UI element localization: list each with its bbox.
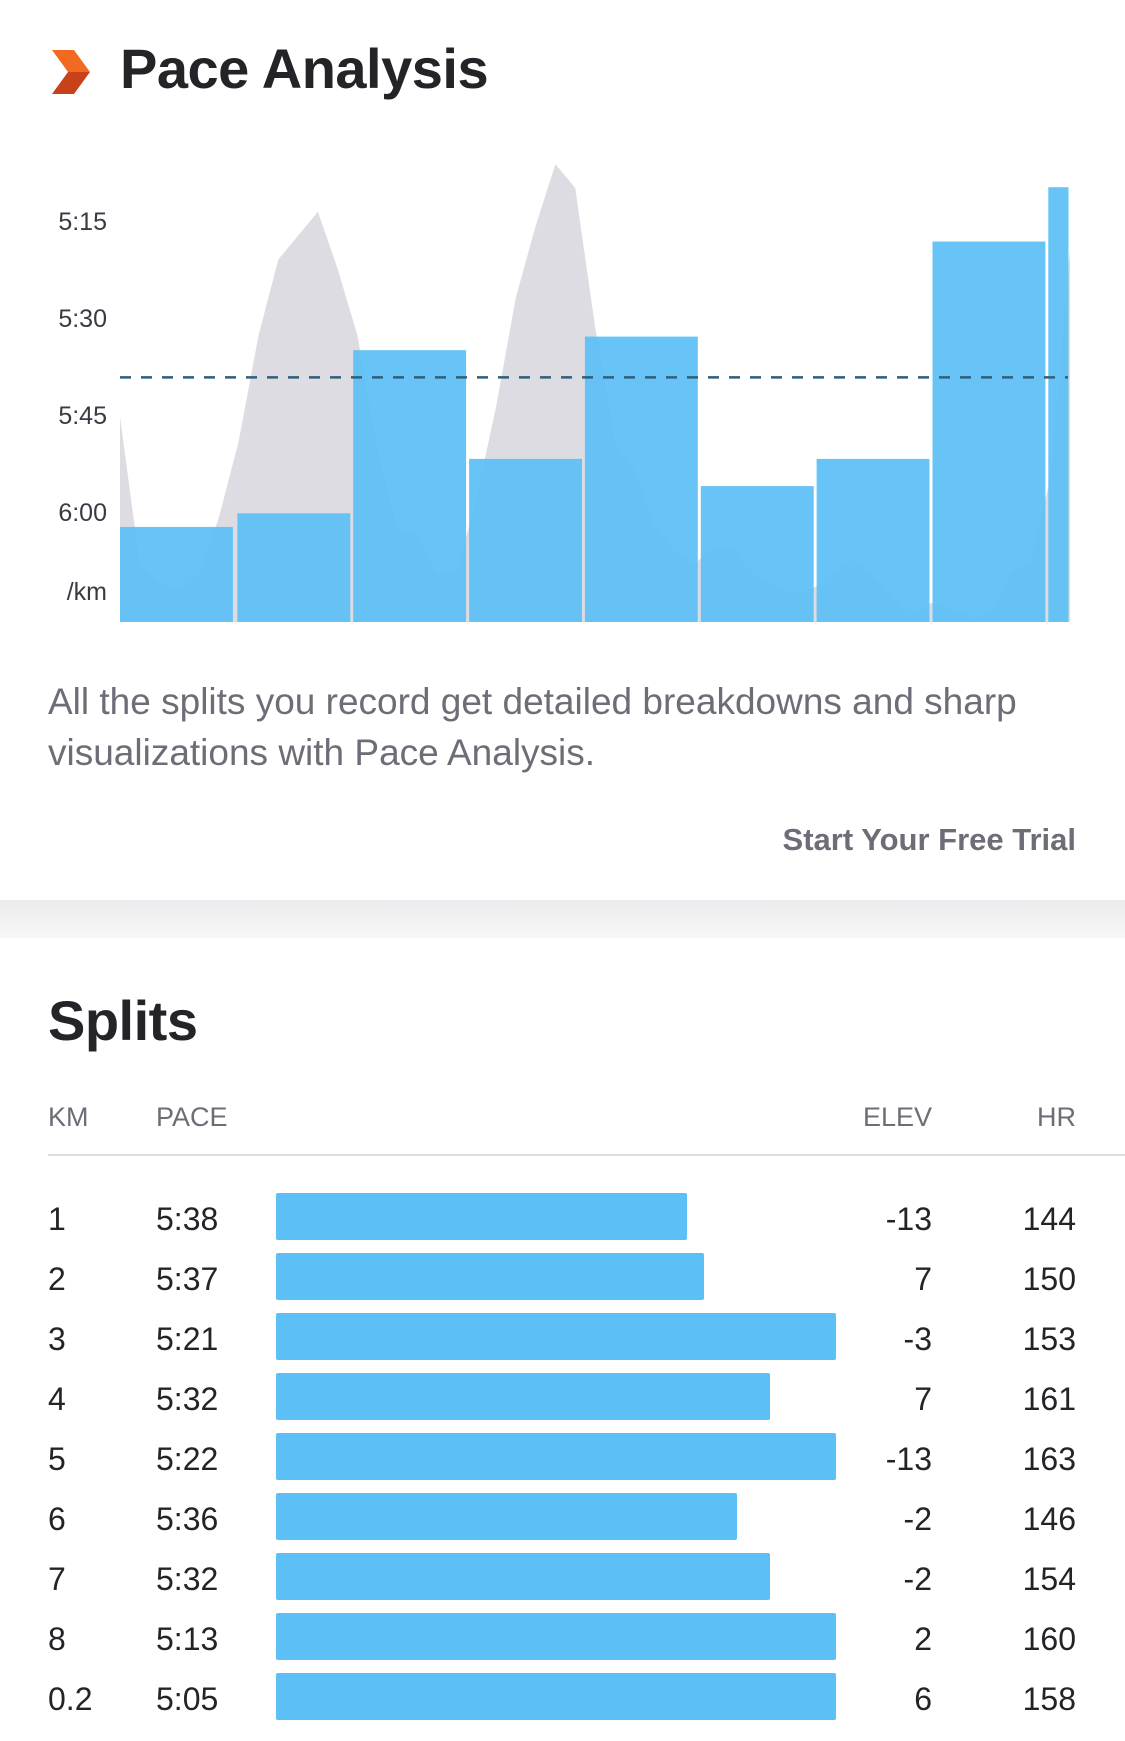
split-heart-rate: 163 <box>1022 1441 1076 1477</box>
split-elevation: 7 <box>914 1381 932 1417</box>
split-heart-rate: 150 <box>1022 1261 1076 1297</box>
pace-bar <box>584 336 698 622</box>
pace-bar <box>700 486 814 622</box>
split-row: 0.2 5:05 6 158 <box>0 1671 1125 1731</box>
split-row: 7 5:32 -2 154 <box>0 1551 1125 1611</box>
split-km: 2 <box>48 1261 66 1297</box>
splits-table: 1 5:38 -13 144 2 5:37 7 150 3 5:21 -3 153 4 5:32 7 161 5… <box>0 1191 1125 1731</box>
split-km: 8 <box>48 1621 66 1657</box>
split-heart-rate: 144 <box>1022 1201 1076 1237</box>
pace-analysis-chart: 5:15 5:30 5:45 6:00/km <box>58 164 1070 622</box>
y-tick-label: 5:15 <box>58 208 107 236</box>
split-row: 8 5:13 2 160 <box>0 1611 1125 1671</box>
split-elevation: -3 <box>903 1321 932 1357</box>
split-row: 3 5:21 -3 153 <box>0 1311 1125 1371</box>
y-tick-label: 5:45 <box>58 402 107 430</box>
split-row: 6 5:36 -2 146 <box>0 1491 1125 1551</box>
header-divider <box>48 1154 1125 1156</box>
split-elevation: -13 <box>885 1441 932 1477</box>
pace-analysis-description: All the splits you record get detailed b… <box>48 681 1017 773</box>
split-pace: 5:13 <box>156 1621 219 1657</box>
split-pace-bar <box>276 1613 836 1660</box>
split-pace-bar <box>276 1433 836 1480</box>
split-km: 4 <box>48 1381 66 1417</box>
split-row: 4 5:32 7 161 <box>0 1371 1125 1431</box>
split-pace-bar <box>276 1673 836 1720</box>
split-km: 3 <box>48 1321 66 1357</box>
pace-analysis-card: Pace Analysis 5:15 5:30 5:45 6:00/km All th… <box>48 37 1076 857</box>
pace-bar <box>932 241 1046 622</box>
split-elevation: 7 <box>914 1261 932 1297</box>
split-heart-rate: 146 <box>1022 1501 1076 1537</box>
splits-title: Splits <box>48 989 198 1052</box>
y-tick-label: 6:00 <box>58 499 107 527</box>
split-pace-bar <box>276 1313 836 1360</box>
split-heart-rate: 160 <box>1022 1621 1076 1657</box>
split-pace: 5:05 <box>156 1681 219 1717</box>
split-elevation: -2 <box>903 1501 932 1537</box>
split-pace: 5:32 <box>156 1561 219 1597</box>
page-title: Pace Analysis <box>120 37 489 100</box>
split-km: 0.2 <box>48 1681 93 1717</box>
split-pace-bar <box>276 1553 771 1600</box>
split-row: 5 5:22 -13 163 <box>0 1431 1125 1491</box>
pace-bar <box>1048 187 1069 622</box>
split-pace: 5:37 <box>156 1261 219 1297</box>
chevron-right-icon <box>52 50 90 94</box>
split-km: 1 <box>48 1201 66 1237</box>
split-heart-rate: 158 <box>1022 1681 1076 1717</box>
split-km: 5 <box>48 1441 66 1477</box>
split-pace: 5:21 <box>156 1321 219 1357</box>
column-header-elev: ELEV <box>862 1102 932 1132</box>
split-elevation: -13 <box>885 1201 932 1237</box>
split-pace-bar <box>276 1373 771 1420</box>
split-elevation: 2 <box>914 1621 932 1657</box>
split-pace-bar <box>276 1193 688 1240</box>
split-pace-bar <box>276 1493 737 1540</box>
split-pace-bar <box>276 1253 704 1300</box>
pace-bar <box>816 458 930 622</box>
pace-bar <box>353 350 467 622</box>
split-km: 7 <box>48 1561 66 1597</box>
pace-bar <box>120 526 233 622</box>
split-row: 2 5:37 7 150 <box>0 1251 1125 1311</box>
split-pace: 5:38 <box>156 1201 219 1237</box>
split-elevation: -2 <box>903 1561 932 1597</box>
y-tick-label: 5:30 <box>58 305 107 333</box>
split-pace: 5:32 <box>156 1381 219 1417</box>
split-row: 1 5:38 -13 144 <box>0 1191 1125 1251</box>
split-elevation: 6 <box>914 1681 932 1717</box>
column-header-pace: PACE <box>156 1102 228 1132</box>
split-heart-rate: 161 <box>1022 1381 1076 1417</box>
column-header-hr: HR <box>1037 1102 1076 1132</box>
split-km: 6 <box>48 1501 66 1537</box>
column-header-km: KM <box>48 1102 89 1132</box>
start-free-trial-link[interactable]: Start Your Free Trial <box>782 822 1076 857</box>
y-unit-label: /km <box>67 578 107 606</box>
pace-bar <box>237 513 351 622</box>
split-heart-rate: 153 <box>1022 1321 1076 1357</box>
section-divider <box>0 900 1125 938</box>
split-heart-rate: 154 <box>1022 1561 1076 1597</box>
pace-bar <box>469 458 582 622</box>
split-pace: 5:36 <box>156 1501 219 1537</box>
split-pace: 5:22 <box>156 1441 219 1477</box>
